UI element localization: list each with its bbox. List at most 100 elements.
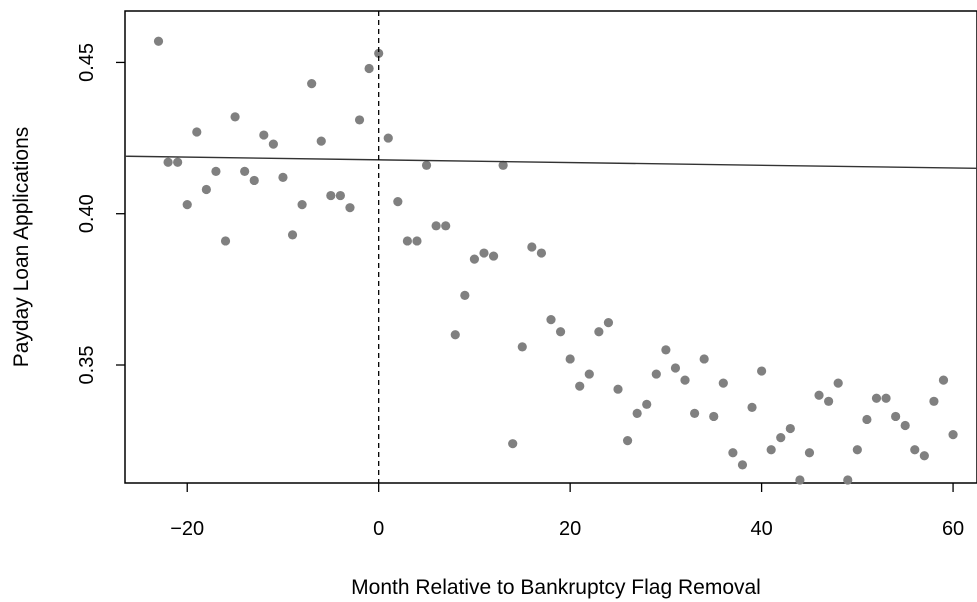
data-point	[240, 166, 250, 176]
data-point	[910, 445, 920, 455]
x-axis: −20 0 20 40 60	[170, 483, 964, 540]
data-point	[278, 172, 288, 183]
y-tick-label: 0.35	[76, 346, 98, 385]
data-point	[536, 248, 547, 258]
data-point	[527, 242, 537, 252]
data-point	[259, 130, 269, 140]
data-point	[479, 248, 489, 258]
data-point	[354, 115, 365, 125]
x-tick-label: −20	[170, 518, 204, 540]
x-tick-label: 0	[373, 518, 384, 540]
data-point	[201, 184, 211, 195]
data-point	[757, 366, 767, 376]
data-point	[737, 460, 748, 470]
x-tick-label: 20	[559, 518, 581, 540]
data-point	[555, 327, 566, 337]
data-point	[651, 369, 661, 379]
y-tick-label: 0.45	[76, 43, 98, 82]
data-point	[718, 378, 728, 388]
data-point	[421, 160, 432, 170]
data-point	[383, 133, 393, 143]
data-point	[661, 345, 671, 355]
data-point	[498, 160, 508, 170]
data-point	[297, 200, 307, 210]
data-point	[728, 448, 738, 458]
data-point	[804, 448, 815, 458]
data-point	[699, 354, 709, 364]
data-point	[307, 79, 317, 89]
data-point	[431, 221, 441, 231]
data-point	[182, 200, 192, 210]
data-point	[795, 475, 805, 485]
data-point	[460, 290, 470, 301]
data-point	[508, 439, 518, 449]
x-tick-label: 60	[942, 518, 964, 540]
data-points	[153, 36, 958, 485]
data-point	[871, 393, 882, 403]
data-point	[613, 384, 623, 394]
data-point	[316, 136, 326, 146]
data-point	[900, 420, 910, 431]
data-point	[441, 221, 451, 231]
y-axis: 0.35 0.40 0.45	[76, 43, 125, 385]
data-point	[326, 190, 336, 201]
data-point	[862, 414, 872, 425]
data-point	[747, 402, 757, 412]
data-point	[891, 411, 901, 422]
data-point	[546, 315, 556, 325]
data-point	[814, 390, 824, 400]
data-point	[488, 251, 499, 261]
x-tick-label: 40	[750, 518, 772, 540]
data-point	[565, 354, 575, 364]
data-point	[517, 342, 527, 352]
data-point	[335, 190, 345, 201]
data-point	[584, 369, 594, 379]
data-point	[881, 393, 891, 403]
data-point	[469, 254, 480, 264]
data-point	[173, 157, 183, 167]
data-point	[345, 203, 355, 213]
data-point	[843, 475, 853, 485]
data-point	[642, 399, 652, 409]
x-axis-title: Month Relative to Bankruptcy Flag Remova…	[351, 576, 761, 599]
data-point	[776, 433, 786, 443]
data-point	[211, 166, 221, 176]
data-point	[364, 63, 374, 74]
data-point	[919, 451, 929, 461]
data-point	[374, 48, 384, 58]
data-point	[393, 197, 403, 207]
data-point	[412, 236, 422, 246]
data-point	[766, 445, 776, 455]
data-point	[249, 175, 259, 186]
data-point	[220, 236, 231, 246]
data-point	[929, 396, 939, 406]
data-point	[824, 396, 834, 406]
y-tick-label: 0.40	[76, 194, 98, 233]
data-point	[622, 436, 633, 446]
data-point	[268, 139, 278, 149]
data-point	[603, 318, 614, 328]
y-axis-title: Payday Loan Applications	[10, 127, 33, 368]
data-point	[785, 423, 795, 434]
plot-frame	[124, 10, 977, 484]
data-point	[852, 445, 862, 455]
data-point	[153, 36, 164, 46]
fit-line	[124, 155, 977, 170]
data-point	[230, 112, 240, 122]
data-point	[163, 157, 173, 167]
data-point	[287, 230, 298, 240]
data-point	[575, 381, 585, 391]
data-point	[192, 127, 202, 137]
data-point	[948, 429, 958, 440]
data-point	[594, 327, 604, 337]
data-point	[709, 411, 719, 422]
data-point	[680, 375, 690, 385]
data-point	[690, 408, 700, 419]
data-point	[833, 378, 843, 388]
data-point	[632, 408, 642, 419]
data-point	[938, 375, 949, 385]
data-point	[402, 236, 412, 246]
data-point	[450, 330, 460, 340]
data-point	[670, 363, 681, 373]
